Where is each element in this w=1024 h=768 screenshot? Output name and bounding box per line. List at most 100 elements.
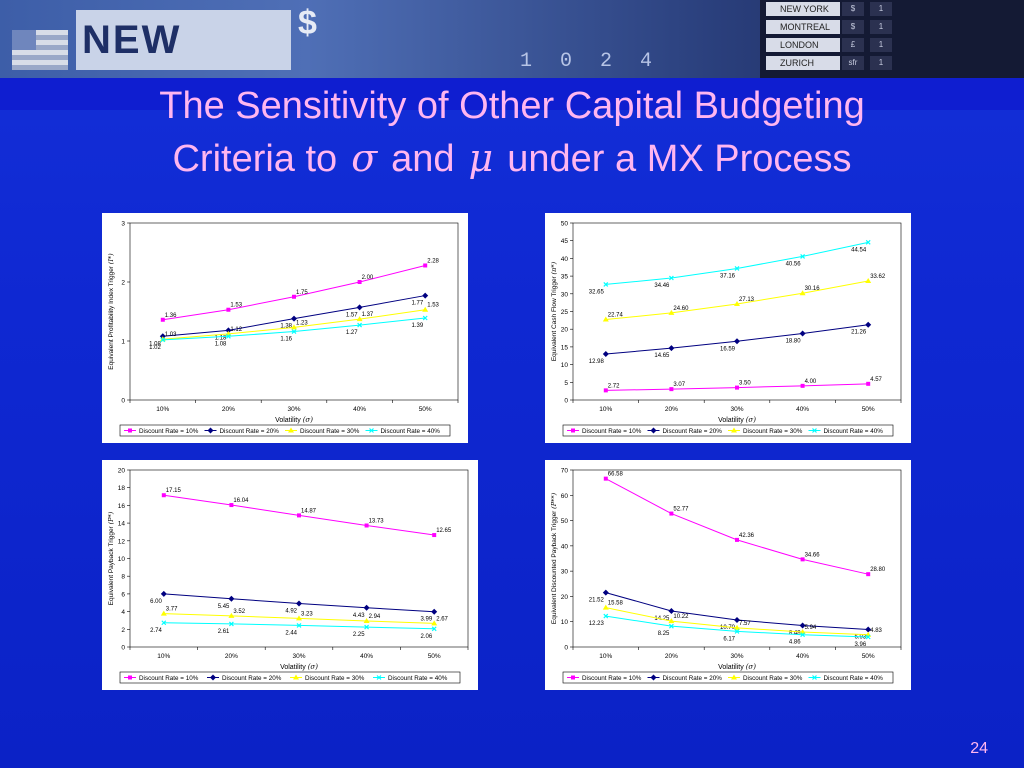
- data-point: [735, 537, 739, 542]
- series-3: 1.03 1.12 1.23 1.37 1.53: [159, 303, 440, 342]
- series-1: 2.72 3.07 3.50 4.00 4.57: [603, 377, 883, 393]
- data-label: 6.17: [723, 636, 735, 642]
- x-tick-label: 50%: [428, 653, 441, 660]
- data-label: 2.72: [608, 383, 620, 389]
- x-tick-label: 50%: [862, 653, 875, 660]
- chart-discounted-payback: 0 10 20 30 40 50 60 70 10% 20% 30% 40% 50% Volatility…: [545, 460, 911, 690]
- y-tick-label: 6: [121, 591, 125, 598]
- x-tick-label: 10%: [599, 406, 612, 413]
- data-label: 2.74: [150, 628, 162, 634]
- legend-marker: [812, 428, 817, 433]
- data-point: [422, 315, 428, 321]
- data-label: 42.36: [739, 533, 755, 539]
- data-label: 10.22: [673, 614, 689, 620]
- x-tick-label: 40%: [360, 653, 373, 660]
- series-1: 66.58 52.77 42.36 34.66 28.80: [603, 472, 886, 577]
- data-label: 2.61: [218, 629, 230, 635]
- slide-title: The Sensitivity of Other Capital Budgeti…: [0, 80, 1024, 185]
- legend-entry: Discount Rate = 30%: [743, 675, 803, 682]
- board-cell: 1: [870, 20, 892, 34]
- data-label: 3.52: [233, 609, 245, 615]
- data-point: [865, 239, 871, 245]
- data-point: [229, 503, 234, 508]
- series-2: 12.98 14.65 16.59 18.80 21.26: [589, 321, 872, 365]
- legend-marker: [210, 674, 216, 681]
- legend: Discount Rate = 10% Discount Rate = 20% Di…: [119, 424, 451, 437]
- series-3: 3.77 3.52 3.23 2.94 2.67: [160, 607, 449, 626]
- title-text-c: under a MX Process: [507, 138, 852, 180]
- banner-ticker: 1 0 2 4: [520, 50, 661, 73]
- series-4: 1.021.081.161.271.39: [149, 315, 428, 351]
- header-banner: NEW YORK $ 1 0 2 4 NEW YORK MONTREAL LON…: [0, 0, 1024, 78]
- x-tick-label: 10%: [157, 653, 170, 660]
- y-axis-label: Equivalent Profitability Index Trigger (…: [107, 253, 115, 370]
- data-point: [161, 620, 167, 626]
- legend-marker: [376, 675, 382, 680]
- data-label: 4.83: [870, 628, 882, 634]
- exchange-board: NEW YORK MONTREAL LONDON ZURICH $ $ £ sf…: [760, 0, 1024, 78]
- data-point: [734, 628, 740, 634]
- data-point: [357, 322, 363, 328]
- data-point: [800, 383, 805, 388]
- board-city: MONTREAL: [766, 20, 840, 34]
- data-point: [865, 634, 871, 640]
- data-label: 40.56: [786, 261, 802, 267]
- y-tick-label: 30: [561, 569, 569, 576]
- data-label: 4.57: [870, 377, 882, 383]
- data-point: [422, 292, 429, 299]
- data-label: 3.99: [421, 617, 433, 623]
- data-point: [160, 317, 165, 322]
- data-point: [161, 493, 166, 498]
- data-label: 2.06: [421, 634, 433, 640]
- y-tick-label: 12: [118, 538, 126, 545]
- data-label: 10.70: [720, 625, 736, 631]
- y-tick-label: 4: [121, 609, 125, 616]
- data-point: [432, 533, 437, 538]
- legend-entry: Discount Rate = 40%: [388, 675, 448, 682]
- data-label: 14.87: [301, 508, 317, 514]
- title-text-a: Criteria to: [172, 138, 338, 180]
- data-point: [865, 626, 872, 633]
- x-tick-label: 50%: [419, 406, 432, 413]
- x-tick-label: 20%: [225, 653, 238, 660]
- data-label: 32.65: [589, 289, 605, 295]
- legend-marker: [650, 427, 657, 434]
- data-label: 13.73: [369, 518, 385, 524]
- data-point: [800, 557, 805, 562]
- data-label: 5.94: [805, 625, 817, 631]
- data-point: [431, 608, 438, 615]
- data-label: 1.08: [215, 341, 227, 347]
- data-label: 33.62: [870, 274, 886, 280]
- legend-marker: [731, 674, 737, 680]
- plot-area: [129, 469, 469, 648]
- y-tick-label: 0: [121, 398, 125, 405]
- series-4: 12.23 8.25 6.17 4.86 3.96: [589, 613, 871, 648]
- data-label: 3.96: [855, 642, 867, 648]
- data-point: [668, 275, 674, 281]
- x-axis-label: Volatility (σ): [280, 663, 318, 671]
- data-label: 1.02: [149, 345, 161, 351]
- data-point: [431, 626, 437, 632]
- data-label: 2.28: [427, 258, 439, 264]
- series-1: 1.36 1.53 1.75 2.00 2.28: [160, 258, 440, 322]
- data-label: 2.44: [285, 630, 297, 636]
- x-axis-label: Volatility (σ): [718, 663, 756, 671]
- x-tick-label: 50%: [862, 406, 875, 413]
- board-symbol: $: [842, 2, 864, 16]
- x-tick-label: 40%: [796, 653, 809, 660]
- data-point: [160, 590, 167, 597]
- data-label: 21.52: [589, 598, 605, 604]
- x-tick-label: 10%: [156, 406, 169, 413]
- y-tick-label: 35: [561, 274, 569, 281]
- data-label: 1.57: [346, 312, 358, 318]
- title-text-b: and: [391, 138, 455, 180]
- data-label: 1.53: [230, 303, 242, 309]
- data-point: [866, 572, 871, 577]
- data-point: [228, 612, 235, 618]
- legend-marker: [128, 428, 132, 433]
- banner-currency-sign: $: [298, 4, 317, 42]
- data-label: 28.80: [870, 567, 886, 573]
- data-point: [602, 316, 609, 322]
- board-city: NEW YORK: [766, 2, 840, 16]
- y-tick-label: 30: [561, 291, 569, 298]
